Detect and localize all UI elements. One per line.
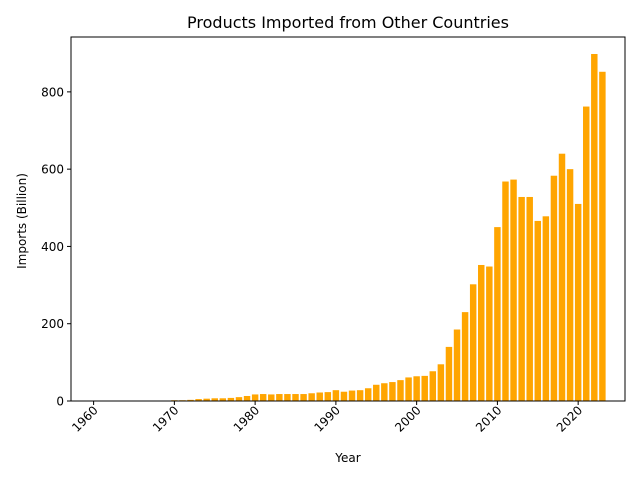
bars-group — [90, 54, 606, 402]
bar-1982 — [268, 394, 275, 401]
bar-1993 — [356, 390, 364, 401]
x-tick-label: 1970 — [150, 403, 181, 434]
bar-1998 — [397, 380, 404, 401]
bar-1975 — [211, 398, 218, 401]
bar-2020 — [574, 203, 582, 401]
bar-2008 — [478, 264, 485, 401]
bar-1976 — [219, 398, 227, 401]
bar-1981 — [259, 394, 267, 401]
plot-frame — [70, 36, 626, 402]
bar-1984 — [284, 394, 291, 401]
y-tick-label: 800 — [41, 85, 64, 99]
bar-2019 — [566, 169, 574, 401]
bar-2010 — [494, 227, 501, 401]
bar-1972 — [187, 399, 194, 401]
x-axis: 1960 1970 1980 1990 2000 2010 2020 — [69, 401, 585, 435]
bar-2018 — [558, 153, 566, 401]
bar-2017 — [550, 175, 558, 401]
x-tick-label: 2010 — [473, 403, 504, 434]
bar-2014 — [526, 196, 533, 401]
bar-1987 — [308, 393, 315, 401]
bar-1986 — [300, 394, 307, 401]
y-tick-label: 600 — [41, 163, 64, 177]
bar-1988 — [316, 392, 323, 401]
bar-1989 — [324, 392, 332, 401]
bar-1994 — [364, 388, 372, 401]
bar-2002 — [429, 371, 437, 401]
y-tick-label: 200 — [41, 317, 64, 331]
bar-2022 — [591, 54, 598, 401]
bar-2015 — [534, 220, 542, 401]
bar-1985 — [292, 394, 299, 401]
bar-1977 — [227, 397, 235, 401]
bar-2000 — [413, 376, 420, 401]
bar-2006 — [461, 312, 469, 401]
y-tick-label: 0 — [56, 395, 64, 409]
bar-2009 — [486, 266, 493, 401]
bar-1991 — [340, 391, 348, 401]
bar-1979 — [243, 395, 251, 401]
bar-2007 — [469, 284, 477, 401]
y-axis: 0 200 400 600 800 — [41, 85, 71, 409]
bar-1974 — [203, 398, 210, 401]
x-tick-label: 1980 — [231, 403, 262, 434]
bar-1995 — [373, 384, 380, 401]
y-tick-label: 400 — [41, 240, 64, 254]
y-axis-label: Imports (Billion) — [15, 173, 29, 269]
bar-2016 — [542, 216, 550, 401]
x-tick-label: 2020 — [554, 403, 585, 434]
bar-1990 — [332, 390, 340, 401]
bar-2011 — [502, 181, 509, 401]
chart-title: Products Imported from Other Countries — [187, 13, 509, 32]
bar-2004 — [445, 346, 453, 401]
bar-1973 — [195, 399, 202, 401]
bar-2003 — [437, 364, 445, 401]
bar-1983 — [276, 394, 283, 401]
bar-2005 — [453, 329, 461, 401]
bar-2023 — [599, 71, 606, 401]
bar-2013 — [518, 196, 525, 401]
x-tick-label: 1960 — [69, 403, 100, 434]
bar-1997 — [389, 382, 396, 401]
x-tick-label: 1990 — [312, 403, 343, 434]
bar-1996 — [381, 383, 388, 401]
bar-2012 — [510, 179, 517, 401]
bar-1999 — [405, 377, 412, 401]
bar-2021 — [583, 106, 590, 402]
x-tick-label: 2000 — [392, 403, 423, 434]
bar-1980 — [251, 394, 259, 401]
bar-1992 — [348, 390, 356, 401]
bar-2001 — [421, 375, 428, 401]
bar-1978 — [235, 397, 243, 401]
x-axis-label: Year — [334, 451, 360, 465]
